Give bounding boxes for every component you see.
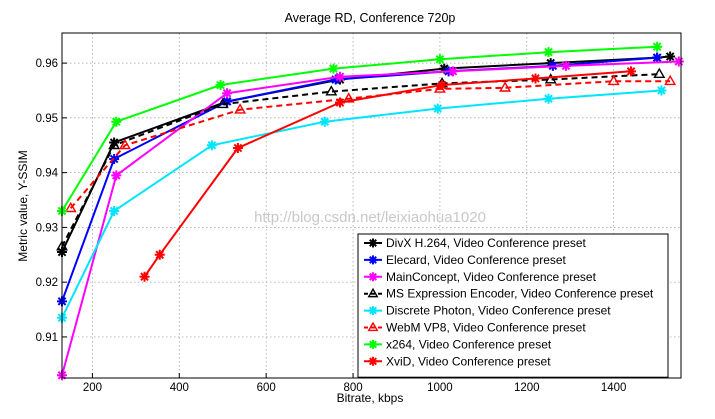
plot-frame [61,32,682,379]
star-marker [437,80,448,91]
series-group [56,41,684,381]
star-marker [447,66,458,77]
x-axis-title: Bitrate, kbps [337,391,404,405]
x-tick-label: 1400 [601,382,627,394]
star-marker [368,238,378,248]
chart-title: Average RD, Conference 720p [285,11,456,25]
triangle-marker [544,73,557,84]
legend-label: x264, Video Conference preset [386,337,552,351]
x-tick-label: 200 [83,382,102,394]
axis-ticks: 200 400 600 800 1000 1200 1400 0.91 0.92 0.93 0.94… [36,58,627,394]
star-marker [368,272,378,282]
star-marker [543,47,554,58]
legend-label: Elecard, Video Conference preset [386,253,567,267]
star-marker [439,63,450,74]
star-marker [673,56,684,67]
star-marker [232,143,243,153]
triangle-marker [367,321,379,332]
star-marker [434,54,445,65]
triangle-marker [653,67,666,79]
legend-box [357,233,669,378]
star-marker [652,52,663,63]
star-marker [319,116,330,127]
x-tick-label: 1200 [514,382,540,394]
legend-label: Discrete Photon, Video Conference preset [386,304,611,318]
star-marker [368,339,378,349]
star-marker [432,103,443,114]
y-tick-label: 0.91 [36,332,58,344]
star-marker [368,255,378,265]
x-tick-label: 400 [170,382,189,394]
star-marker [656,85,667,96]
legend-label: DivX H.264, Video Conference preset [386,236,587,250]
y-tick-label: 0.96 [36,58,58,70]
series-line [69,80,671,209]
triangle-marker [499,81,512,92]
triangle-marker [64,201,77,213]
star-marker [111,116,122,127]
star-marker [626,66,637,77]
y-tick-label: 0.95 [36,113,58,125]
y-tick-label: 0.93 [36,222,58,234]
star-marker [206,140,217,151]
star-marker [328,63,339,74]
series-6 [57,41,663,216]
legend-label: MS Expression Encoder, Video Conference … [386,287,654,301]
triangle-marker [119,138,131,150]
legend-label: XviD, Video Conference preset [386,354,551,368]
y-axis-title: Metric value, Y-SSIM [16,150,30,261]
series-0 [57,51,676,258]
star-marker [111,170,122,181]
triangle-marker [607,74,620,86]
y-tick-label: 0.94 [36,168,59,180]
legend-label: MainConcept, Video Conference preset [386,270,597,284]
series-5 [64,74,677,213]
watermark-text: http://blog.csdn.net/leixiaohua1020 [254,209,486,226]
star-marker [222,88,233,99]
star-marker [222,96,233,107]
series-3 [56,67,666,251]
star-marker [335,97,346,108]
star-marker [139,271,150,282]
triangle-marker [216,97,229,109]
star-marker [154,249,165,260]
x-tick-label: 600 [257,382,276,394]
y-tick-label: 0.92 [36,277,58,289]
star-marker [109,205,120,216]
star-marker [368,306,378,316]
star-marker [109,137,120,148]
triangle-marker [367,287,379,298]
star-marker [543,93,554,104]
triangle-marker [664,74,677,86]
triangle-marker [108,138,121,150]
star-marker [652,41,663,52]
legend-label: WebM VP8, Video Conference preset [386,321,586,335]
star-marker [665,51,676,62]
star-marker [530,73,541,84]
star-marker [560,60,571,71]
legend: DivX H.264, Video Conference preset Eleca… [357,233,669,378]
triangle-marker [325,85,338,96]
star-marker [215,80,226,91]
x-tick-label: 1000 [427,382,453,394]
triangle-marker [234,103,247,114]
series-line [61,73,660,248]
star-marker [330,74,341,85]
star-marker [335,71,346,82]
x-tick-label: 800 [343,382,362,394]
star-marker [368,356,378,366]
series-7 [139,66,637,282]
